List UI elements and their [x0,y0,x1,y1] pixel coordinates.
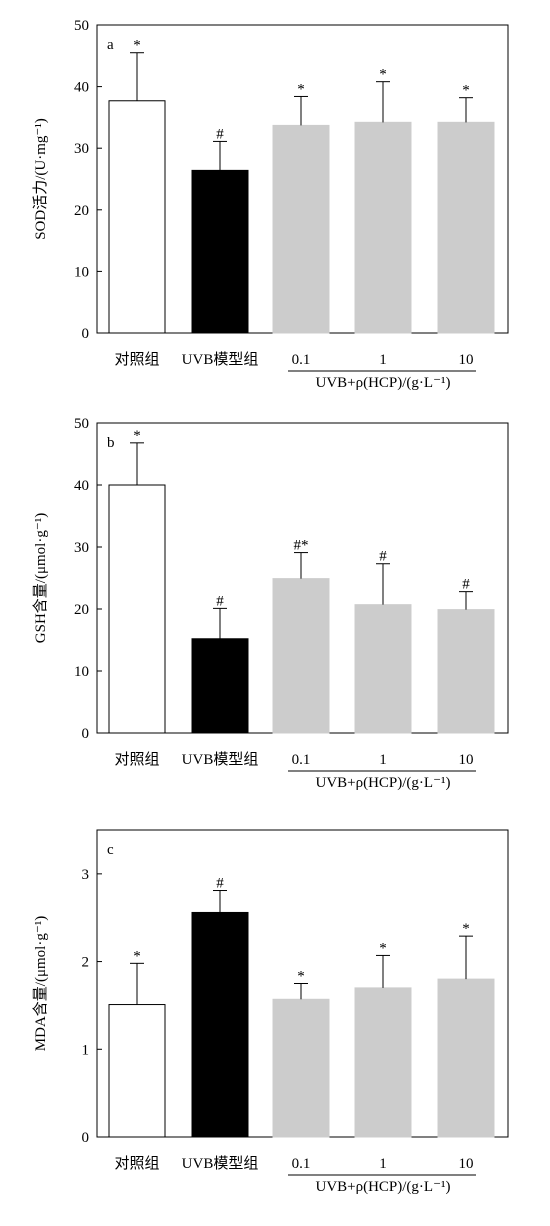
x-category-label: UVB模型组 [182,351,259,368]
significance-mark: # [379,549,387,565]
bar [354,121,412,334]
bar [191,911,249,1138]
significance-mark: # [462,577,470,593]
y-tick-label: 40 [74,80,89,96]
x-category-label: 1 [379,752,387,768]
significance-mark: #* [294,538,309,554]
x-category-label: 0.1 [292,752,311,768]
y-tick-label: 30 [74,540,89,556]
x-category-label: 0.1 [292,1156,311,1172]
y-tick-label: 20 [74,602,89,618]
x-group-label: UVB+ρ(HCP)/(g·L⁻¹) [315,375,450,391]
x-category-label: UVB模型组 [182,751,259,768]
significance-mark: * [297,969,305,985]
x-category-label: 1 [379,352,387,368]
x-category-label: 对照组 [114,351,159,368]
bar [272,578,330,734]
significance-mark: * [379,67,387,83]
panel-label: c [107,842,114,858]
panel-label: b [107,435,115,451]
y-axis-title: MDA含量/(μmol·g⁻¹) [32,916,49,1051]
x-category-label: 1 [379,1156,387,1172]
x-category-label: 对照组 [114,1155,159,1172]
bar [272,124,330,334]
bar [437,121,495,334]
x-category-label: 10 [459,352,474,368]
bar [437,609,495,734]
y-tick-label: 0 [82,326,90,342]
y-tick-label: 3 [82,867,90,883]
significance-mark: * [133,38,141,54]
significance-mark: * [133,428,141,444]
x-category-label: 对照组 [114,751,159,768]
significance-mark: * [297,81,305,97]
y-tick-label: 20 [74,203,89,219]
y-tick-label: 40 [74,478,89,494]
x-group-label: UVB+ρ(HCP)/(g·L⁻¹) [315,1179,450,1195]
y-tick-label: 0 [82,726,90,742]
y-tick-label: 10 [74,264,89,280]
significance-mark: # [216,126,224,142]
y-tick-label: 1 [82,1042,90,1058]
significance-mark: * [462,921,470,937]
bar [108,100,166,334]
x-category-label: 0.1 [292,352,311,368]
y-tick-label: 30 [74,141,89,157]
bar [354,604,412,734]
chart-panel-a: 0 10 20 30 40 50 SOD活力/(U·mg⁻¹) a * # * * * 对照组 UVB模型组… [32,18,509,391]
y-axis-title: SOD活力/(U·mg⁻¹) [32,118,49,240]
panel-label: a [107,37,114,53]
significance-mark: * [379,940,387,956]
bar [437,978,495,1138]
bar [354,987,412,1138]
chart-panel-b: 0 10 20 30 40 50 GSH含量/(μmol·g⁻¹) b * # #* # # 对照组 UVB… [32,416,509,791]
y-tick-label: 0 [82,1130,90,1146]
significance-mark: # [216,876,224,892]
y-tick-label: 50 [74,18,89,34]
significance-mark: * [462,83,470,99]
bar [191,169,249,334]
x-category-label: UVB模型组 [182,1155,259,1172]
x-category-label: 10 [459,1156,474,1172]
bar [272,998,330,1138]
bar [108,1004,166,1138]
y-axis-title: GSH含量/(μmol·g⁻¹) [32,513,49,643]
chart-panel-c: 0 1 2 3 MDA含量/(μmol·g⁻¹) c * # * * * 对照组 UVB模型组 0.1 1 1… [32,829,509,1195]
x-category-label: 10 [459,752,474,768]
y-tick-label: 50 [74,416,89,432]
y-tick-label: 10 [74,664,89,680]
x-group-label: UVB+ρ(HCP)/(g·L⁻¹) [315,775,450,791]
significance-mark: * [133,948,141,964]
significance-mark: # [216,593,224,609]
bar [191,638,249,734]
y-tick-label: 2 [82,955,90,971]
bar [108,484,166,734]
